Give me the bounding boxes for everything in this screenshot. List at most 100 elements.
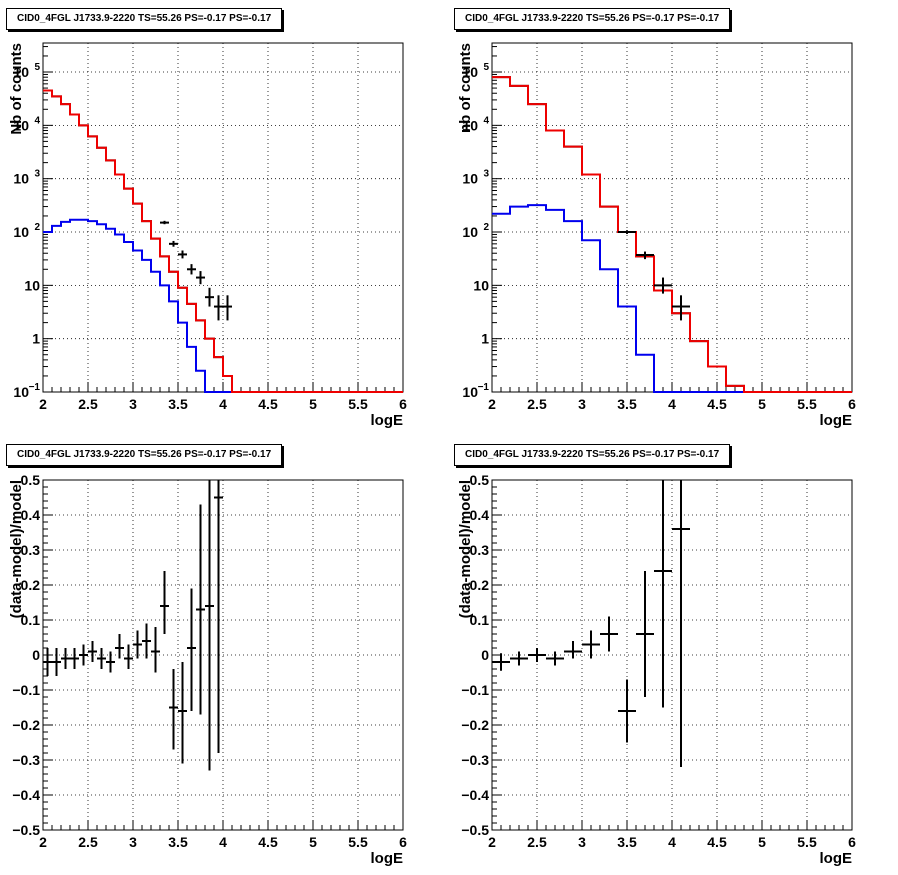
data-point <box>196 271 205 285</box>
y-tick-label: −0.2 <box>12 717 40 733</box>
data-point <box>106 651 115 673</box>
y-tick-label: 10 <box>13 384 29 400</box>
y-tick-exponent: 2 <box>34 222 40 233</box>
x-tick-label: 5 <box>309 834 317 850</box>
x-tick-label: 5.5 <box>348 396 368 412</box>
x-tick-label: 5 <box>309 396 317 412</box>
y-axis-label: (data-model)/model <box>457 480 474 618</box>
y-tick-label: 10 <box>462 117 478 133</box>
y-axis-label: nb of counts <box>457 43 474 133</box>
data-point <box>654 277 672 294</box>
y-tick-label: −0.5 <box>12 822 40 838</box>
data-point <box>636 251 654 260</box>
x-tick-label: 5 <box>758 834 766 850</box>
x-tick-label: 4.5 <box>707 396 727 412</box>
data-point <box>187 588 196 711</box>
x-tick-label: 3.5 <box>617 834 637 850</box>
data-point <box>88 641 97 662</box>
x-axis-label: logE <box>820 850 853 867</box>
data-point <box>142 623 151 659</box>
y-tick-label: 10 <box>13 117 29 133</box>
data-point <box>214 295 223 321</box>
y-tick-label: 0.4 <box>21 507 41 523</box>
panel-title-1: CID0_4FGL J1733.9-2220 TS=55.26 PS=-0.17… <box>454 8 731 30</box>
y-tick-label: 1 <box>32 331 40 347</box>
x-tick-label: 2 <box>488 396 496 412</box>
data-point <box>492 653 510 671</box>
panel-title-0: CID0_4FGL J1733.9-2220 TS=55.26 PS=-0.17… <box>6 8 283 30</box>
data-point <box>133 630 142 659</box>
data-point <box>79 644 88 666</box>
x-tick-label: 3 <box>578 834 586 850</box>
y-tick-label: −0.1 <box>461 682 489 698</box>
x-tick-label: 3.5 <box>617 396 637 412</box>
data-point <box>582 630 600 659</box>
x-tick-label: 2.5 <box>527 396 547 412</box>
data-point <box>61 648 70 669</box>
y-tick-label: 0.2 <box>470 577 490 593</box>
data-point <box>205 480 214 771</box>
y-tick-exponent: 3 <box>34 169 40 180</box>
data-point <box>618 230 636 234</box>
data-point <box>672 295 690 321</box>
data-point <box>636 571 654 697</box>
data-point <box>124 644 133 669</box>
y-tick-label: 10 <box>462 384 478 400</box>
data-point <box>196 504 205 715</box>
data-point <box>52 648 61 676</box>
y-tick-label: 0.4 <box>470 507 490 523</box>
x-tick-label: 2 <box>39 834 47 850</box>
y-tick-label: 10 <box>13 64 29 80</box>
y-tick-label: 0 <box>32 647 40 663</box>
x-tick-label: 4 <box>668 396 676 412</box>
data-point <box>600 616 618 652</box>
x-tick-label: 5 <box>758 396 766 412</box>
y-tick-label: 0 <box>481 647 489 663</box>
x-tick-label: 6 <box>848 834 856 850</box>
data-point <box>546 651 564 666</box>
data-point <box>564 641 582 659</box>
x-tick-label: 3 <box>129 834 137 850</box>
x-tick-label: 6 <box>399 834 407 850</box>
y-tick-label: 0.5 <box>470 472 490 488</box>
y-tick-label: 0.3 <box>21 542 41 558</box>
y-tick-label: 0.1 <box>470 612 490 628</box>
x-tick-label: 3 <box>129 396 137 412</box>
y-tick-exponent: 3 <box>483 169 489 180</box>
y-tick-label: −0.3 <box>12 752 40 768</box>
y-tick-label: 10 <box>462 64 478 80</box>
data-point <box>70 648 79 669</box>
data-point <box>115 634 124 659</box>
x-axis-label: logE <box>371 850 404 867</box>
y-tick-label: 10 <box>462 224 478 240</box>
x-tick-label: 6 <box>399 396 407 412</box>
panel-title-3: CID0_4FGL J1733.9-2220 TS=55.26 PS=-0.17… <box>454 444 731 466</box>
y-tick-label: 0.1 <box>21 612 41 628</box>
data-point <box>654 480 672 708</box>
data-point <box>160 571 169 634</box>
y-axis-label: Nb of counts <box>8 43 25 135</box>
y-tick-label: 10 <box>24 277 40 293</box>
data-point <box>169 669 178 750</box>
y-tick-label: −0.2 <box>461 717 489 733</box>
y-tick-label: 1 <box>481 331 489 347</box>
x-tick-label: 2.5 <box>78 834 98 850</box>
plot-frame <box>42 42 404 393</box>
x-tick-label: 5.5 <box>797 396 817 412</box>
plot-frame <box>491 42 853 393</box>
data-point <box>187 264 196 275</box>
x-tick-label: 4.5 <box>258 834 278 850</box>
y-tick-exponent: 5 <box>34 62 40 73</box>
y-tick-label: −0.4 <box>12 787 40 803</box>
y-tick-label: −0.3 <box>461 752 489 768</box>
x-tick-label: 4 <box>219 396 227 412</box>
y-tick-label: 10 <box>13 171 29 187</box>
x-tick-label: 5.5 <box>797 834 817 850</box>
panel-title-2: CID0_4FGL J1733.9-2220 TS=55.26 PS=-0.17… <box>6 444 283 466</box>
panel-3: 2 2.5 3 3.5 4 4.5 5 5.5 6 −0.5 −0.4 −0.3 −0.2 −0.1 0 0.… <box>457 472 856 867</box>
x-tick-label: 2 <box>488 834 496 850</box>
y-tick-label: −0.1 <box>12 682 40 698</box>
data-point <box>528 648 546 662</box>
